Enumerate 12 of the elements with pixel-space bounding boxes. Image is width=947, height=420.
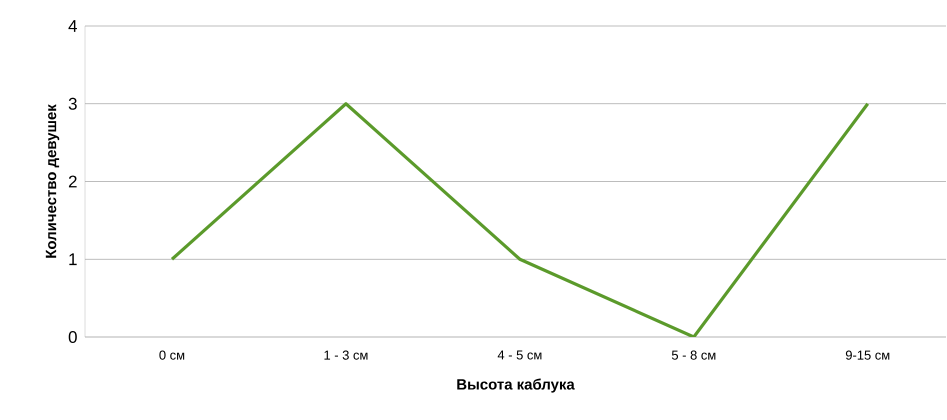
x-tick-label: 4 - 5 см — [498, 350, 542, 360]
y-tick-label: 1 — [69, 253, 77, 266]
x-tick-label: 0 см — [159, 350, 184, 360]
y-tick-label: 3 — [68, 98, 77, 110]
x-tick-label: 5 - 8 см — [672, 350, 716, 360]
x-tick-label: 1 - 3 см — [324, 350, 368, 360]
y-tick-label: 0 — [68, 331, 77, 343]
y-tick-label: 2 — [68, 176, 77, 188]
y-axis-title: Количество девушек — [46, 104, 60, 258]
x-tick-label: 9-15 см — [846, 350, 890, 360]
x-axis-title: Высота каблука — [457, 378, 575, 393]
y-tick-label: 4 — [68, 20, 77, 32]
